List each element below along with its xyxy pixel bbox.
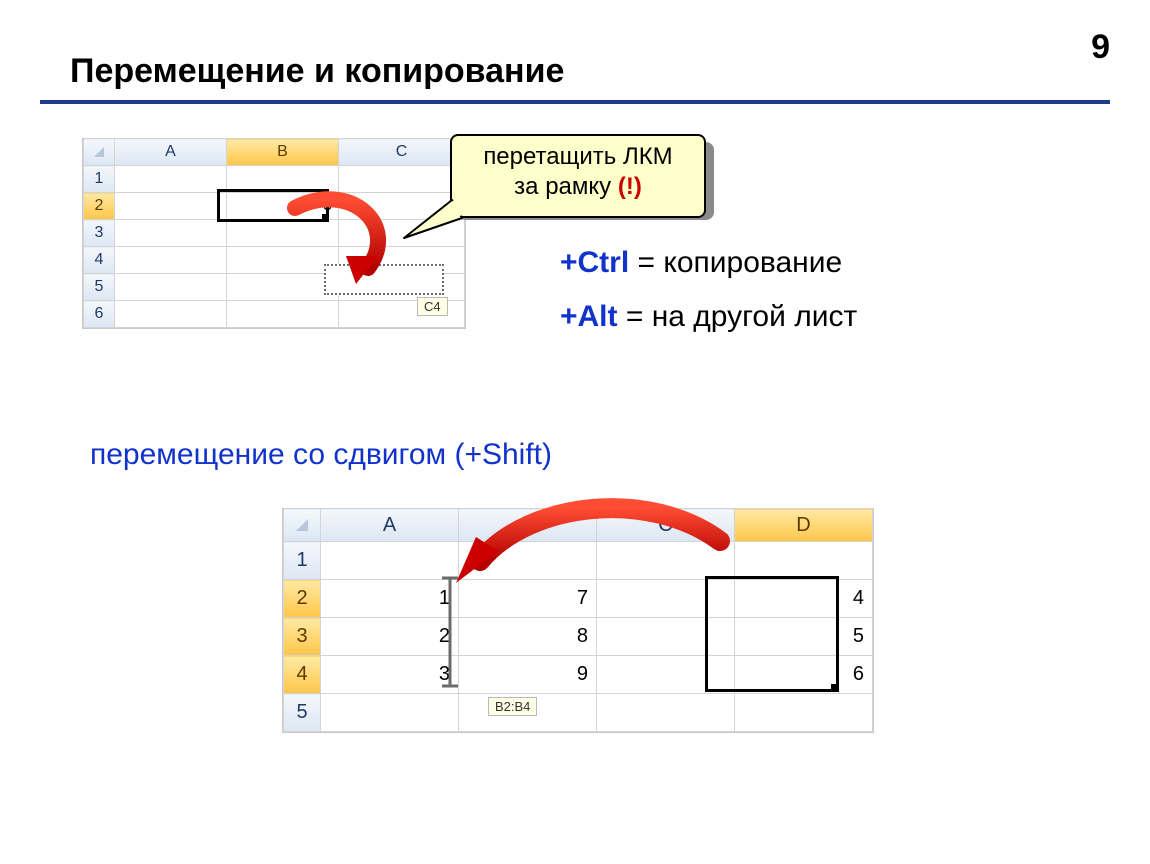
callout-line1: перетащить ЛКМ [483, 143, 672, 170]
row-header[interactable]: 3 [84, 220, 115, 247]
cell[interactable] [339, 220, 465, 247]
cell[interactable]: 7 [459, 580, 597, 618]
cell[interactable] [115, 301, 227, 328]
kbd-ctrl: +Ctrl [560, 246, 629, 279]
row-header[interactable]: 3 [284, 618, 321, 656]
cell[interactable] [115, 274, 227, 301]
col-header-a[interactable]: A [115, 139, 227, 166]
row-header[interactable]: 1 [84, 166, 115, 193]
col-header[interactable]: C [597, 509, 735, 542]
cell[interactable]: 3 [321, 656, 459, 694]
anno-ctrl-rest: = копирование [629, 246, 842, 279]
callout-line2a: за рамку [514, 173, 618, 200]
row-header[interactable]: 4 [284, 656, 321, 694]
cell[interactable] [115, 220, 227, 247]
cell[interactable] [339, 193, 465, 220]
cell[interactable] [597, 694, 735, 732]
cell[interactable] [227, 247, 339, 274]
cell[interactable]: 8 [459, 618, 597, 656]
anno-alt: +Alt = на другой лист [560, 300, 857, 334]
cell[interactable] [227, 220, 339, 247]
callout-bubble: перетащить ЛКМ за рамку (!) [450, 134, 706, 218]
cell-ref-tooltip: C4 [417, 297, 448, 316]
anno-alt-rest: = на другой лист [618, 300, 858, 333]
col-header[interactable]: A [321, 509, 459, 542]
cell[interactable]: 4 [735, 580, 873, 618]
cell[interactable] [115, 247, 227, 274]
row-header[interactable]: 5 [84, 274, 115, 301]
spreadsheet-top: A B C 1 2 5 3 4 5 6 [82, 138, 466, 329]
row-header[interactable]: 4 [84, 247, 115, 274]
col-header[interactable]: B [459, 509, 597, 542]
col-header[interactable]: D [735, 509, 873, 542]
row-header[interactable]: 6 [84, 301, 115, 328]
title-rule [40, 100, 1110, 104]
cell[interactable] [735, 542, 873, 580]
fill-handle[interactable] [322, 214, 329, 221]
select-all-corner[interactable] [84, 139, 115, 166]
cell[interactable] [597, 656, 735, 694]
col-header-c[interactable]: C [339, 139, 465, 166]
cell[interactable]: 6 [735, 656, 873, 694]
cell[interactable] [735, 694, 873, 732]
cell[interactable] [459, 542, 597, 580]
cell[interactable] [227, 301, 339, 328]
page-number: 9 [1091, 28, 1110, 67]
cell[interactable]: 2 [321, 618, 459, 656]
spreadsheet-bottom: A B C D 1 2 1 7 4 3 2 8 5 4 3 9 [282, 508, 874, 733]
select-all-corner[interactable] [284, 509, 321, 542]
cell[interactable] [321, 542, 459, 580]
fill-handle[interactable] [831, 684, 838, 691]
anno-ctrl: +Ctrl = копирование [560, 246, 842, 280]
cell[interactable]: 1 [321, 580, 459, 618]
subheading-shift: перемещение со сдвигом (+Shift) [90, 438, 552, 472]
cell[interactable]: 9 [459, 656, 597, 694]
row-header[interactable]: 1 [284, 542, 321, 580]
row-header[interactable]: 2 [284, 580, 321, 618]
callout-warn: (!) [618, 173, 642, 200]
cell[interactable] [597, 580, 735, 618]
cell[interactable]: 5 [735, 618, 873, 656]
cell[interactable] [321, 694, 459, 732]
cell[interactable] [115, 193, 227, 220]
insert-ref-tooltip: B2:B4 [488, 697, 537, 716]
cell[interactable] [227, 274, 339, 301]
kbd-alt: +Alt [560, 300, 618, 333]
col-header-b[interactable]: B [227, 139, 339, 166]
cell[interactable] [227, 166, 339, 193]
cell[interactable] [597, 618, 735, 656]
cell[interactable] [339, 247, 465, 274]
row-header[interactable]: 2 [84, 193, 115, 220]
cell[interactable] [115, 166, 227, 193]
row-header[interactable]: 5 [284, 694, 321, 732]
page-title: Перемещение и копирование [70, 52, 564, 91]
cell[interactable] [597, 542, 735, 580]
cell[interactable] [339, 166, 465, 193]
